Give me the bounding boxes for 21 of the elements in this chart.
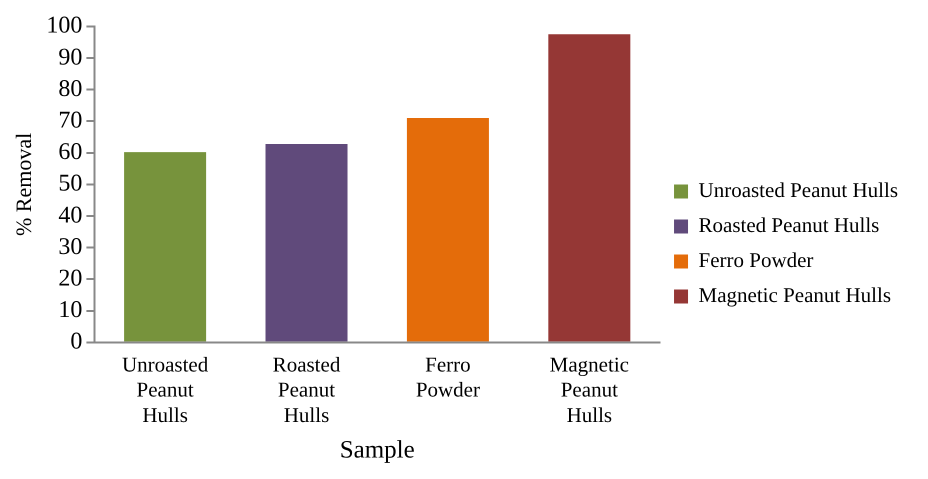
y-tick-label: 100 bbox=[46, 12, 82, 39]
y-tick-label: 90 bbox=[58, 44, 82, 70]
y-tick-label: 10 bbox=[58, 297, 82, 324]
legend-label: Roasted Peanut Hulls bbox=[698, 213, 880, 238]
x-tick-label: Unroasted Peanut Hulls bbox=[122, 352, 209, 427]
x-tick-label: Magnetic Peanut Hulls bbox=[550, 352, 629, 427]
y-tick-label: 70 bbox=[58, 107, 82, 134]
y-tick-label: 60 bbox=[58, 139, 82, 166]
y-tick-label: 30 bbox=[58, 234, 82, 260]
y-tick-label: 20 bbox=[58, 265, 82, 292]
y-tick-label: 0 bbox=[70, 328, 82, 355]
y-tick-label: 40 bbox=[58, 202, 82, 228]
legend-label: Unroasted Peanut Hulls bbox=[698, 178, 898, 202]
y-tick-label: 50 bbox=[58, 170, 82, 197]
legend-label: Ferro Powder bbox=[698, 248, 814, 272]
legend-label: Magnetic Peanut Hulls bbox=[698, 283, 891, 308]
x-axis-title: Sample bbox=[340, 436, 415, 464]
y-tick-label: 80 bbox=[58, 76, 82, 102]
x-tick-label: Ferro Powder bbox=[416, 352, 480, 402]
x-tick-label: Roasted Peanut Hulls bbox=[272, 352, 341, 427]
y-axis-title: % Removal bbox=[10, 132, 36, 236]
